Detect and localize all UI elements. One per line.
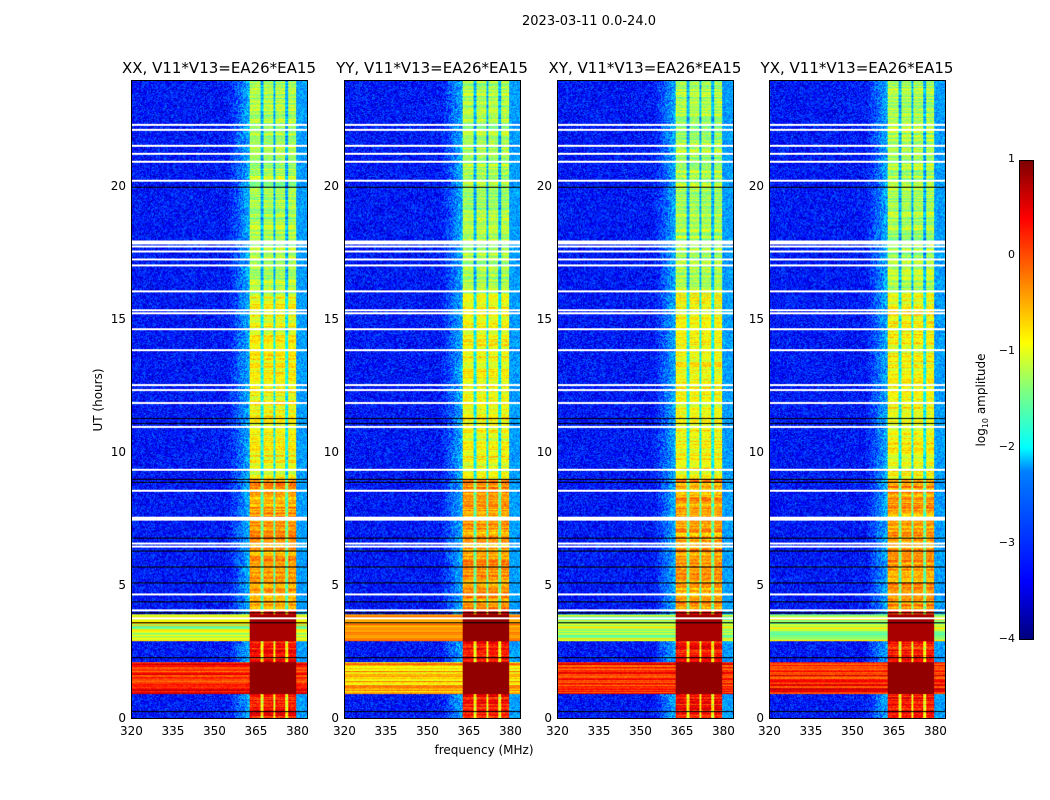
panel-title: YX, V11*V13=EA26*EA15 <box>760 59 954 77</box>
spectrogram-panel <box>344 80 521 719</box>
y-tick-label: 10 <box>748 444 764 459</box>
colorbar-tick-label: 0 <box>1008 248 1015 261</box>
x-tick-label: 365 <box>457 724 481 738</box>
colorbar-tick-label: −1 <box>998 344 1015 357</box>
x-tick-label: 350 <box>628 724 652 738</box>
x-tick-label: 320 <box>758 724 781 738</box>
x-tick-label: 335 <box>161 724 185 738</box>
x-tick-label: 365 <box>882 724 906 738</box>
x-tick-label: 320 <box>120 724 143 738</box>
y-tick-label: 20 <box>110 178 126 193</box>
spectrogram-image <box>345 81 520 718</box>
spectrogram-image <box>558 81 733 718</box>
y-tick-label: 15 <box>536 311 552 326</box>
y-tick-label: 15 <box>323 311 339 326</box>
y-tick-label: 10 <box>536 444 552 459</box>
y-tick-label: 20 <box>323 178 339 193</box>
y-tick-label: 15 <box>748 311 764 326</box>
spectrogram-panel <box>769 80 946 719</box>
y-tick-label: 0 <box>544 711 552 725</box>
y-tick-label: 20 <box>536 178 552 193</box>
y-tick-label: 5 <box>118 577 126 592</box>
y-tick-label: 5 <box>756 577 764 592</box>
spectrogram-image <box>132 81 307 718</box>
x-tick-label: 380 <box>285 724 309 738</box>
x-tick-label: 365 <box>670 724 694 738</box>
spectrogram-panel <box>557 80 734 719</box>
y-tick-label: 0 <box>331 711 339 725</box>
x-tick-label: 335 <box>374 724 398 738</box>
y-tick-label: 5 <box>544 577 552 592</box>
panel-title: XY, V11*V13=EA26*EA15 <box>548 59 742 77</box>
figure-title: 2023-03-11 0.0-24.0 <box>522 14 656 29</box>
y-tick-label: 0 <box>118 711 126 725</box>
y-tick-label: 5 <box>331 577 339 592</box>
x-tick-label: 365 <box>244 724 268 738</box>
x-tick-label: 350 <box>202 724 226 738</box>
panel-title: XX, V11*V13=EA26*EA15 <box>121 59 317 77</box>
x-tick-label: 380 <box>711 724 735 738</box>
y-tick-label: 0 <box>756 711 764 725</box>
colorbar-tick-label: 1 <box>1008 152 1015 165</box>
x-tick-label: 335 <box>587 724 611 738</box>
x-tick-label: 320 <box>546 724 569 738</box>
x-tick-label: 320 <box>333 724 356 738</box>
x-tick-label: 380 <box>498 724 522 738</box>
spectrogram-image <box>770 81 945 718</box>
colorbar <box>1019 160 1034 640</box>
y-tick-label: 20 <box>748 178 764 193</box>
colorbar-tick-label: −4 <box>998 632 1015 645</box>
x-tick-label: 350 <box>840 724 864 738</box>
y-tick-label: 10 <box>110 444 126 459</box>
x-tick-label: 380 <box>923 724 947 738</box>
spectrogram-panel <box>131 80 308 719</box>
colorbar-tick-label: −2 <box>998 440 1015 453</box>
colorbar-label: log10 amplitude <box>973 353 991 447</box>
y-tick-label: 10 <box>323 444 339 459</box>
y-axis-label: UT (hours) <box>91 368 105 432</box>
x-axis-label: frequency (MHz) <box>434 743 534 757</box>
colorbar-tick-label: −3 <box>998 536 1015 549</box>
x-tick-label: 350 <box>415 724 439 738</box>
panel-title: YY, V11*V13=EA26*EA15 <box>336 59 528 77</box>
x-tick-label: 335 <box>799 724 823 738</box>
y-tick-label: 15 <box>110 311 126 326</box>
